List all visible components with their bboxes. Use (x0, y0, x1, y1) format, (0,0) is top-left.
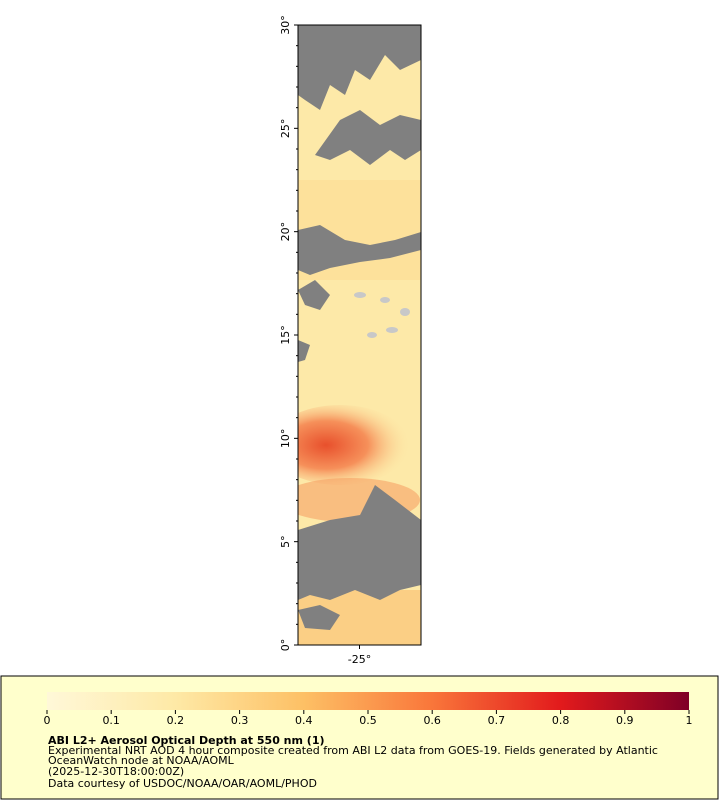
y-tick-label: 5° (279, 535, 292, 548)
colorbar-tick-label: 0.8 (552, 714, 570, 727)
colorbar-tick-label: 0.6 (423, 714, 441, 727)
colorbar-tick-label: 0.4 (295, 714, 313, 727)
colorbar-tick-label: 0.2 (167, 714, 185, 727)
y-tick-label: 0° (279, 639, 292, 652)
y-tick-label: 30° (279, 15, 292, 35)
legend-time: (2025-12-30T18:00:00Z) (48, 765, 184, 778)
colorbar-tick-label: 0.1 (102, 714, 120, 727)
y-tick-label: 15° (279, 325, 292, 345)
colorbar (47, 692, 689, 710)
colorbar-tick-label: 1 (686, 714, 693, 727)
y-tick-label: 10° (279, 429, 292, 449)
legend-credit: Data courtesy of USDOC/NOAA/OAR/AOML/PHO… (48, 777, 317, 790)
y-tick-label: 25° (279, 119, 292, 139)
legend-title: ABI L2+ Aerosol Optical Depth at 550 nm … (48, 734, 325, 747)
map-field (298, 25, 421, 645)
colorbar-tick-label: 0.3 (231, 714, 249, 727)
x-tick-label: -25° (348, 653, 371, 666)
colorbar-tick-label: 0.7 (488, 714, 506, 727)
colorbar-tick-label: 0.5 (359, 714, 377, 727)
colorbar-tick-label: 0.9 (616, 714, 634, 727)
legend-description: Experimental NRT AOD 4 hour composite cr… (48, 744, 658, 757)
colorbar-tick-label: 0 (44, 714, 51, 727)
legend-description: OceanWatch node at NOAA/AOML (48, 754, 235, 767)
y-tick-label: 20° (279, 222, 292, 242)
